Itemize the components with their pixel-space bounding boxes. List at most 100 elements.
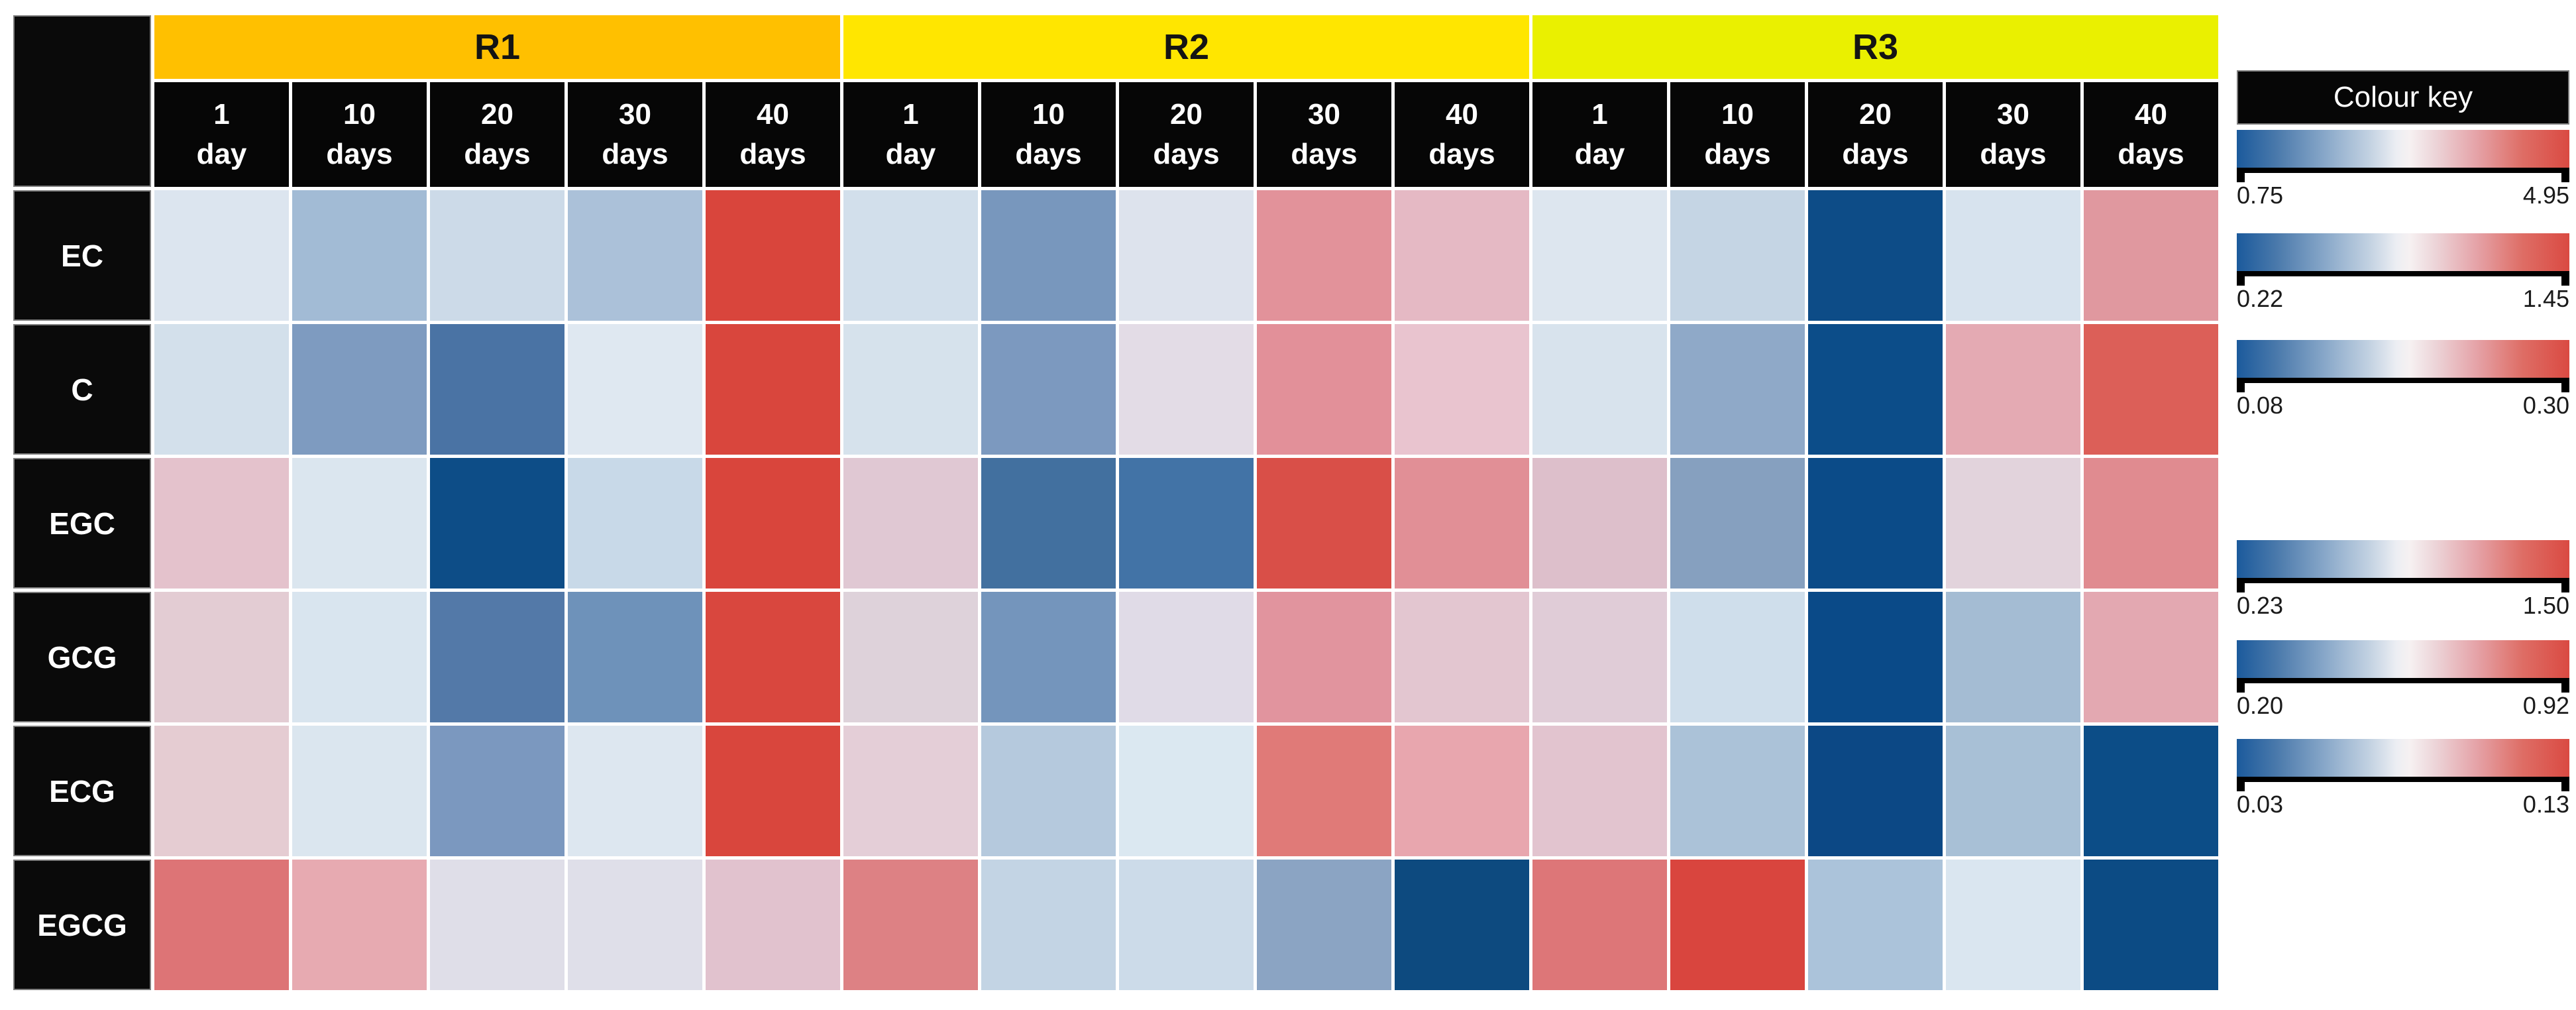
day-unit: days [1015, 138, 1082, 170]
heatmap-cell [292, 324, 427, 455]
row-label-egc: EGC [13, 458, 151, 589]
day-unit: days [739, 138, 806, 170]
heatmap-cell [1257, 190, 1391, 321]
row-label-gcg: GCG [13, 592, 151, 722]
colour-key-max-value: 1.45 [2522, 285, 2569, 312]
day-unit: days [326, 138, 393, 170]
heatmap-cell [2084, 324, 2218, 455]
day-number: 30 [1308, 98, 1340, 131]
heatmap-cell [1532, 592, 1667, 722]
colour-key-gradient-bar [2237, 130, 2569, 168]
day-number: 30 [619, 98, 651, 131]
heatmap-cell [1532, 324, 1667, 455]
heatmap-cell [1946, 592, 2080, 722]
heatmap-cell [568, 860, 702, 990]
day-unit: days [1704, 138, 1771, 170]
row-label-ec: EC [13, 190, 151, 321]
day-unit: day [1574, 138, 1625, 170]
heatmap-cell [1257, 726, 1391, 856]
day-unit: days [1428, 138, 1495, 170]
colour-key-axis [2237, 378, 2569, 392]
colour-key-axis [2237, 777, 2569, 791]
heatmap-cell [154, 190, 289, 321]
day-number: 20 [481, 98, 513, 131]
day-header-r2-10: 10 days [981, 82, 1116, 187]
day-number: 20 [1170, 98, 1203, 131]
heatmap-cell [1257, 324, 1391, 455]
heatmap-cell [1119, 458, 1254, 589]
day-unit: days [1842, 138, 1909, 170]
day-number: 10 [1032, 98, 1065, 131]
heatmap-cell [154, 726, 289, 856]
heatmap-cell [981, 458, 1116, 589]
day-header-r2-1: 1 day [843, 82, 978, 187]
row-label-c: C [13, 324, 151, 455]
heatmap-cell [1946, 190, 2080, 321]
heatmap-cell [1946, 324, 2080, 455]
heatmap-cell [430, 726, 564, 856]
heatmap-cell [430, 592, 564, 722]
colour-key-panel: Colour key 0.75 4.95 0.22 1.45 0.08 0.30 [2237, 0, 2569, 1010]
heatmap-cell [1670, 190, 1805, 321]
heatmap-cell [1395, 592, 1529, 722]
day-unit: days [464, 138, 531, 170]
day-number: 1 [902, 98, 919, 131]
heatmap-cell [843, 726, 978, 856]
day-header-r2-40: 40 days [1395, 82, 1529, 187]
colour-key-min-value: 0.08 [2237, 392, 2284, 419]
heatmap-cell [706, 190, 840, 321]
heatmap-cell [1532, 458, 1667, 589]
heatmap-cell [2084, 860, 2218, 990]
row-label-ecg: ECG [13, 726, 151, 856]
day-number: 1 [213, 98, 230, 131]
colour-key-entry-gcg: 0.23 1.50 [2237, 540, 2569, 618]
colour-key-entry-ec: 0.75 4.95 [2237, 130, 2569, 207]
day-header-r3-10: 10 days [1670, 82, 1805, 187]
heatmap-cell [843, 458, 978, 589]
colour-key-axis [2237, 271, 2569, 286]
heatmap-cell [981, 726, 1116, 856]
day-number: 30 [1997, 98, 2029, 131]
heatmap-cell [1119, 324, 1254, 455]
heatmap-cell [2084, 190, 2218, 321]
heatmap-cell [1670, 726, 1805, 856]
day-header-r1-1: 1 day [154, 82, 289, 187]
day-number: 20 [1859, 98, 1892, 131]
heatmap-cell [1808, 592, 1943, 722]
colour-key-max-value: 0.30 [2522, 392, 2569, 419]
heatmap-cell [154, 860, 289, 990]
heatmap-cell [1808, 860, 1943, 990]
day-number: 1 [1591, 98, 1608, 131]
heatmap-cell [1946, 860, 2080, 990]
heatmap-cell [292, 726, 427, 856]
heatmap-cell [1532, 726, 1667, 856]
colour-key-max-value: 1.50 [2522, 592, 2569, 619]
day-number: 40 [1446, 98, 1478, 131]
colour-key-min-value: 0.75 [2237, 182, 2284, 209]
day-header-r3-20: 20 days [1808, 82, 1943, 187]
colour-key-axis [2237, 168, 2569, 182]
day-unit: days [1153, 138, 1220, 170]
heatmap-cell [292, 190, 427, 321]
colour-key-max-value: 0.13 [2522, 791, 2569, 818]
day-header-r3-30: 30 days [1946, 82, 2080, 187]
heatmap-cell [706, 726, 840, 856]
table-corner-cell [13, 15, 151, 187]
colour-key-min-value: 0.22 [2237, 285, 2284, 312]
colour-key-entry-ecg: 0.20 0.92 [2237, 640, 2569, 718]
heatmap-cell [706, 592, 840, 722]
heatmap-cell [292, 860, 427, 990]
heatmap-cell [1395, 726, 1529, 856]
colour-key-axis [2237, 578, 2569, 592]
colour-key-title: Colour key [2237, 70, 2569, 125]
heatmap-cell [292, 592, 427, 722]
day-header-r3-40: 40 days [2084, 82, 2218, 187]
heatmap-cell [1119, 190, 1254, 321]
heatmap-cell [1395, 458, 1529, 589]
heatmap-cell [1257, 860, 1391, 990]
heatmap-cell [981, 860, 1116, 990]
heatmap-cell [1257, 458, 1391, 589]
heatmap-cell [568, 592, 702, 722]
heatmap-cell [154, 592, 289, 722]
